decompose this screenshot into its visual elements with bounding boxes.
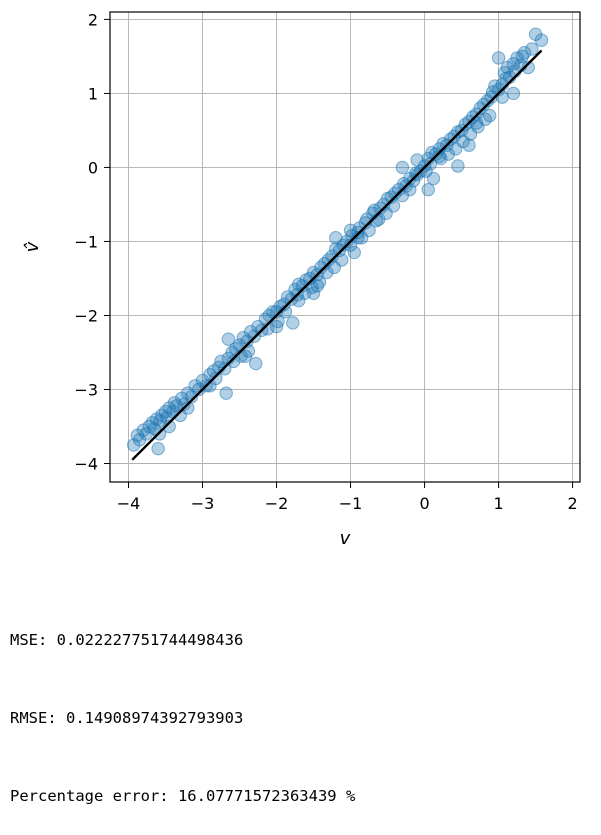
scatter-point — [286, 316, 300, 330]
scatter-points — [126, 27, 549, 456]
scatter-point — [451, 159, 465, 173]
scatter-point — [306, 286, 321, 300]
y-tick-label: −3 — [74, 380, 98, 399]
identity-line — [131, 49, 543, 461]
scatter-point — [329, 231, 343, 245]
scatter-point — [162, 401, 176, 415]
scatter-point — [462, 138, 476, 152]
x-tick-label: −4 — [117, 494, 141, 513]
x-tick-label: −2 — [265, 494, 289, 513]
scatter-point — [388, 186, 402, 201]
scatter-point — [515, 49, 529, 64]
scatter-point — [238, 349, 253, 363]
scatter-point — [534, 33, 549, 47]
scatter-point — [506, 86, 521, 101]
scatter-point — [491, 51, 506, 65]
scatter-point — [219, 386, 233, 400]
scatter-point — [517, 46, 532, 60]
scatter-point — [432, 149, 447, 164]
scatter-point — [203, 379, 217, 393]
scatter-point — [334, 253, 349, 267]
scatter-point — [510, 51, 524, 65]
reference-line-layer — [131, 49, 543, 461]
scatter-point — [426, 171, 441, 186]
y-tick-label: −2 — [74, 306, 98, 325]
percentage-error-text: Percentage error: 16.07771572363439 % — [10, 787, 356, 805]
scatter-point — [410, 153, 424, 167]
scatter-point — [521, 60, 535, 75]
x-tick-label: −3 — [191, 494, 215, 513]
x-axis-label: v — [340, 528, 351, 549]
scatter-point — [483, 108, 497, 123]
x-tick-label: 2 — [568, 494, 578, 513]
scatter-point — [226, 354, 241, 369]
metrics-output: MSE: 0.022227751744498436 RMSE: 0.149089… — [10, 575, 355, 835]
scatter-point — [181, 401, 195, 415]
scatter-point — [162, 419, 176, 434]
scatter-point — [188, 379, 202, 393]
rmse-text: RMSE: 0.14908974392793903 — [10, 709, 244, 727]
y-tick-label: −1 — [74, 232, 98, 251]
scatter-point — [421, 182, 435, 197]
y-axis-label: v̂ — [22, 241, 43, 252]
x-tick-label: 1 — [493, 494, 503, 513]
scatter-point — [221, 332, 236, 346]
scatter-point — [139, 427, 153, 441]
mse-text: MSE: 0.022227751744498436 — [10, 631, 244, 649]
scatter-point — [310, 279, 324, 293]
scatter-point — [151, 441, 165, 456]
y-tick-label: 2 — [88, 10, 98, 29]
y-tick-label: 0 — [88, 158, 98, 177]
scatter-point — [347, 245, 361, 260]
ticks: −4 −3 −2 −1 0 1 2 −4 −3 −2 −1 0 1 2 — [74, 10, 577, 513]
y-tick-label: −4 — [74, 454, 98, 473]
scatter-chart: −4 −3 −2 −1 0 1 2 −4 −3 −2 −1 0 1 2 v v̂ — [22, 10, 581, 549]
chart-svg: −4 −3 −2 −1 0 1 2 −4 −3 −2 −1 0 1 2 v v̂ — [22, 10, 581, 549]
plot-frame — [109, 11, 581, 483]
scatter-point — [269, 319, 284, 334]
scatter-point — [312, 275, 327, 289]
x-tick-label: −1 — [339, 494, 363, 513]
scatter-point — [525, 42, 539, 56]
scatter-point — [343, 223, 358, 238]
x-tick-label: 0 — [419, 494, 429, 513]
y-tick-label: 1 — [88, 84, 98, 103]
scatter-point — [249, 356, 263, 371]
scatter-point — [395, 160, 410, 175]
